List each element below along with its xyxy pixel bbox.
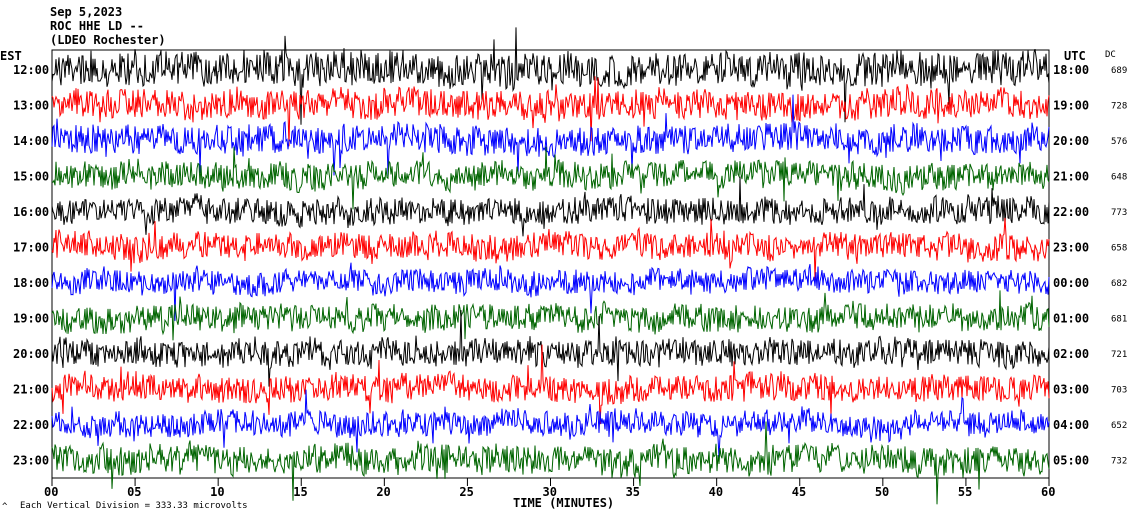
trace-row <box>51 389 1050 458</box>
est-hour-label: 17:00 <box>13 241 49 255</box>
est-hour-label: 21:00 <box>13 383 49 397</box>
est-hour-label: 12:00 <box>13 63 49 77</box>
dc-value: 682 <box>1111 279 1127 289</box>
x-axis-title: TIME (MINUTES) <box>513 496 614 510</box>
header-location: (LDEO Rochester) <box>50 33 166 47</box>
scale-marker: ^ <box>2 502 8 512</box>
scale-note: Each Vertical Division = 333.33 microvol… <box>20 501 248 511</box>
dc-value: 576 <box>1111 137 1127 147</box>
utc-hour-label: 21:00 <box>1053 170 1089 184</box>
trace-row <box>51 217 1050 281</box>
dc-value: 703 <box>1111 386 1127 396</box>
est-hour-label: 13:00 <box>13 99 49 113</box>
utc-hour-label: 19:00 <box>1053 99 1089 113</box>
est-hour-label: 14:00 <box>13 134 49 148</box>
dc-value: 721 <box>1111 350 1127 360</box>
utc-hour-label: 00:00 <box>1053 276 1089 290</box>
header-date: Sep 5,2023 <box>50 5 122 19</box>
x-tick-label: 10 <box>210 485 224 499</box>
dc-value: 689 <box>1111 66 1127 76</box>
dc-value: 728 <box>1111 102 1127 112</box>
x-tick-label: 20 <box>376 485 390 499</box>
utc-hour-label: 03:00 <box>1053 383 1089 397</box>
x-axis: 00 05 10 15 20 25 30 35 40 45 50 55 60 <box>44 478 1055 499</box>
trace-row <box>51 94 1050 176</box>
x-tick-label: 50 <box>875 485 889 499</box>
trace-group <box>51 27 1050 505</box>
trace-row <box>51 310 1050 387</box>
trace-row <box>51 262 1050 321</box>
x-tick-label: 40 <box>709 485 723 499</box>
est-hour-label: 23:00 <box>13 454 49 468</box>
est-hour-label: 15:00 <box>13 170 49 184</box>
utc-hour-label: 02:00 <box>1053 347 1089 361</box>
dc-label: DC <box>1105 50 1116 60</box>
utc-hour-label: 20:00 <box>1053 134 1089 148</box>
trace-row <box>51 146 1050 210</box>
x-tick-label: 55 <box>958 485 972 499</box>
est-hour-label: 20:00 <box>13 347 49 361</box>
dc-value: 681 <box>1111 315 1127 325</box>
left-axis-label: EST <box>0 49 22 63</box>
utc-hour-label: 23:00 <box>1053 241 1089 255</box>
trace-row <box>51 27 1050 125</box>
right-axis-label: UTC <box>1064 49 1086 63</box>
dc-value: 658 <box>1111 244 1127 254</box>
x-tick-label: 00 <box>44 485 58 499</box>
trace-row <box>51 176 1050 237</box>
utc-hour-label: 01:00 <box>1053 312 1089 326</box>
est-hour-label: 19:00 <box>13 312 49 326</box>
est-hour-label: 22:00 <box>13 418 49 432</box>
trace-row <box>51 76 1050 147</box>
x-tick-label: 30 <box>543 485 557 499</box>
dc-value: 732 <box>1111 457 1127 467</box>
est-hour-label: 16:00 <box>13 205 49 219</box>
x-tick-label: 45 <box>792 485 806 499</box>
x-tick-label: 25 <box>459 485 473 499</box>
utc-hour-label: 05:00 <box>1053 454 1089 468</box>
x-tick-label: 05 <box>127 485 141 499</box>
utc-hour-label: 18:00 <box>1053 63 1089 77</box>
utc-hour-label: 04:00 <box>1053 418 1089 432</box>
dc-value: 648 <box>1111 173 1127 183</box>
utc-hour-label: 22:00 <box>1053 205 1089 219</box>
x-tick-label: 35 <box>626 485 640 499</box>
x-tick-label: 15 <box>293 485 307 499</box>
est-hour-label: 18:00 <box>13 276 49 290</box>
trace-row <box>51 421 1050 505</box>
dc-value: 773 <box>1111 208 1127 218</box>
trace-row <box>51 290 1050 341</box>
header-station: ROC HHE LD -- <box>50 19 144 33</box>
trace-row <box>51 344 1050 425</box>
row-label-group: 12:00 18:00 689 13:00 19:00 728 14:00 20:00 576 1… <box>13 63 1127 468</box>
dc-value: 652 <box>1111 421 1127 431</box>
x-tick-label: 60 <box>1041 485 1055 499</box>
